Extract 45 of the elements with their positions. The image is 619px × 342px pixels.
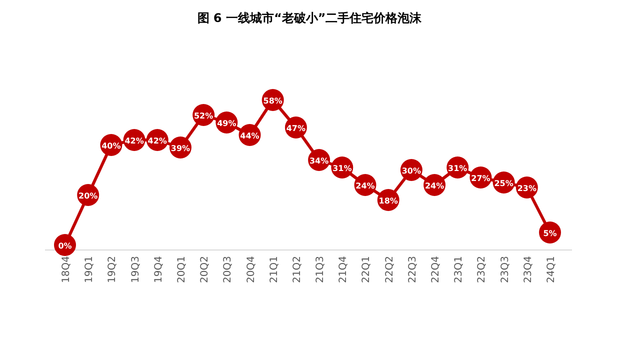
x-tick-label: 20Q1 bbox=[176, 256, 188, 283]
x-tick-label: 20Q4 bbox=[246, 256, 257, 283]
x-tick-label: 23Q2 bbox=[476, 256, 488, 283]
x-tick-label: 22Q4 bbox=[430, 256, 442, 283]
data-label: 49% bbox=[217, 119, 236, 128]
x-tick-label: 23Q3 bbox=[500, 256, 511, 283]
data-label: 18% bbox=[378, 196, 398, 206]
x-tick-label: 22Q3 bbox=[407, 256, 418, 283]
x-tick-label: 19Q3 bbox=[130, 256, 142, 283]
x-tick-label: 23Q1 bbox=[454, 256, 465, 283]
data-label: 27% bbox=[471, 174, 490, 183]
x-tick-label: 23Q4 bbox=[522, 256, 534, 283]
data-label: 42% bbox=[124, 136, 144, 146]
data-label: 23% bbox=[517, 184, 536, 193]
x-tick-label: 20Q2 bbox=[200, 256, 211, 283]
chart-title: 图 6 一线城市“老破小”二手住宅价格泡沫 bbox=[197, 11, 423, 25]
data-label: 52% bbox=[194, 112, 214, 120]
x-tick-label: 21Q1 bbox=[268, 256, 280, 283]
x-tick-label: 19Q1 bbox=[84, 256, 96, 283]
x-tick-label: 19Q2 bbox=[107, 256, 118, 283]
data-label: 40% bbox=[102, 142, 121, 150]
data-label: 39% bbox=[170, 144, 190, 153]
x-tick-label: 19Q4 bbox=[153, 256, 164, 283]
data-label: 30% bbox=[402, 166, 422, 176]
data-label: 47% bbox=[286, 124, 306, 133]
x-tick-label: 20Q3 bbox=[222, 256, 234, 283]
data-label: 44% bbox=[240, 132, 260, 140]
data-label: 31% bbox=[332, 164, 352, 173]
data-label: 24% bbox=[356, 182, 375, 190]
x-tick-label: 18Q4 bbox=[61, 256, 72, 283]
data-label: 25% bbox=[494, 179, 514, 188]
x-tick-label: 21Q2 bbox=[292, 256, 303, 283]
data-label: 31% bbox=[448, 164, 468, 173]
x-tick-label: 24Q1 bbox=[546, 256, 557, 283]
data-label: 0% bbox=[58, 242, 72, 250]
data-label: 58% bbox=[263, 96, 282, 106]
x-tick-label: 21Q3 bbox=[315, 256, 326, 283]
x-tick-label: 21Q4 bbox=[338, 256, 350, 283]
data-label: 42% bbox=[148, 136, 167, 146]
data-label: 5% bbox=[543, 229, 557, 238]
data-label: 24% bbox=[424, 182, 444, 190]
x-tick-label: 22Q1 bbox=[361, 256, 372, 283]
x-tick-label: 22Q2 bbox=[384, 256, 396, 283]
data-label: 34% bbox=[309, 156, 329, 166]
data-label: 20% bbox=[78, 192, 98, 200]
